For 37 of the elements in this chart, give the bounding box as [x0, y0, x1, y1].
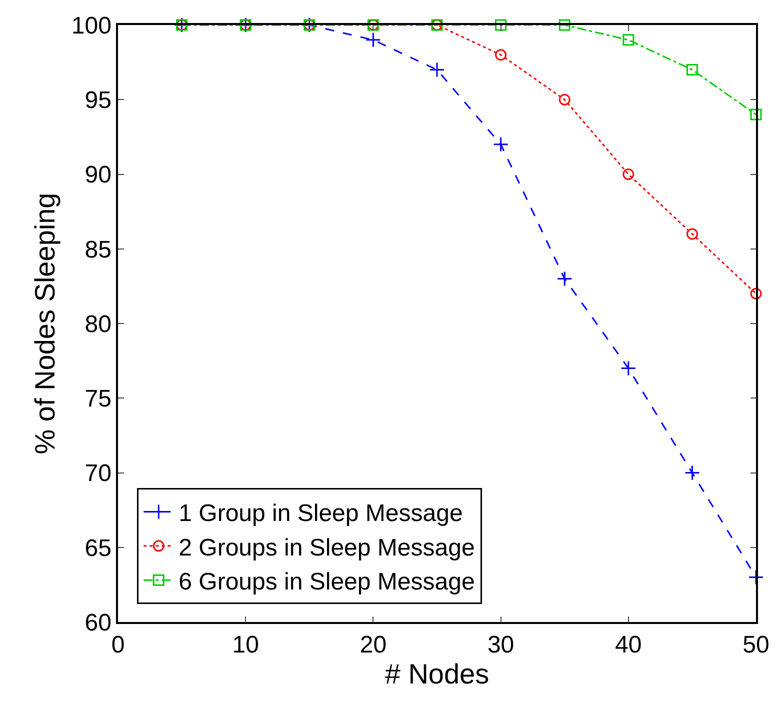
- point: [365, 32, 381, 48]
- y-tick-label: 95: [84, 87, 112, 114]
- point: [620, 360, 636, 376]
- point: [750, 108, 762, 120]
- y-tick-label: 80: [84, 310, 112, 338]
- point: [684, 465, 700, 480]
- x-tick-label: 30: [487, 632, 514, 659]
- y-tick-label: 70: [84, 460, 112, 488]
- point: [558, 19, 570, 31]
- y-tick-label: 75: [84, 386, 112, 413]
- y-axis-title: % of Nodes Sleeping: [30, 192, 61, 454]
- y-tick-label: 100: [71, 12, 112, 40]
- x-tick-label: 0: [111, 632, 125, 659]
- point: [622, 168, 634, 180]
- point: [686, 228, 698, 240]
- x-tick-label: 50: [742, 632, 770, 659]
- point: [495, 19, 507, 31]
- point: [750, 288, 762, 300]
- y-tick-label: 90: [84, 162, 112, 189]
- point: [556, 270, 572, 286]
- legend-label: 6 Groups in Sleep Message: [178, 568, 475, 596]
- point: [429, 62, 445, 78]
- point: [558, 94, 570, 106]
- y-tick-label: 65: [84, 534, 112, 562]
- x-axis-title: # Nodes: [384, 658, 490, 690]
- point: [495, 49, 507, 61]
- point: [622, 34, 634, 46]
- y-tick-label: 60: [84, 609, 112, 636]
- x-tick-label: 40: [615, 632, 642, 659]
- point: [493, 136, 509, 152]
- point: [686, 64, 698, 76]
- legend-label: 2 Groups in Sleep Message: [178, 534, 475, 562]
- x-tick-label: 10: [232, 632, 259, 659]
- y-tick-label: 85: [84, 236, 112, 264]
- point: [748, 569, 764, 585]
- legend-label: 1 Group in Sleep Message: [178, 500, 463, 528]
- x-tick-label: 20: [360, 632, 387, 659]
